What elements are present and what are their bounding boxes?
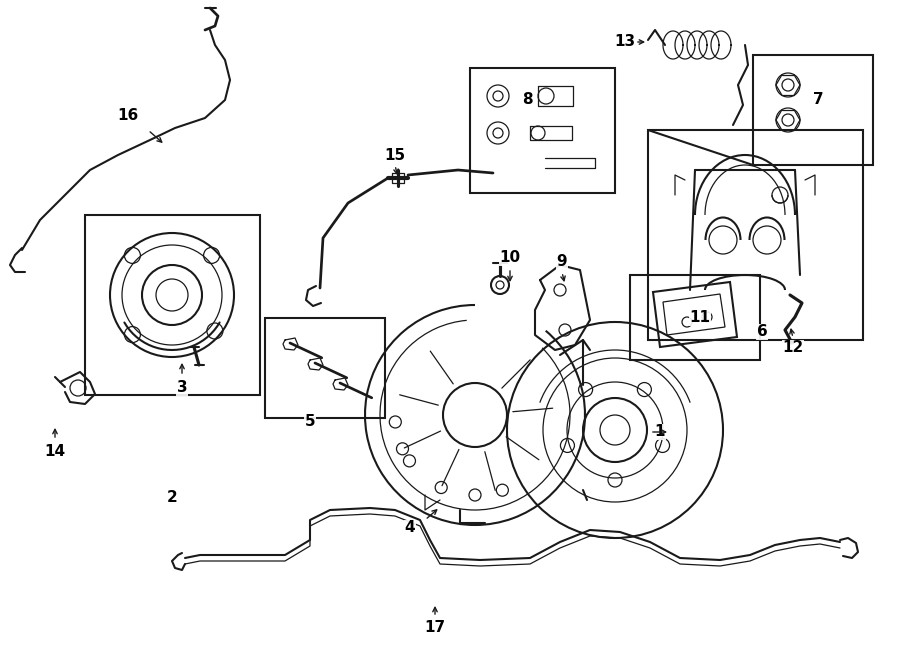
- Text: 14: 14: [44, 444, 66, 459]
- Text: 11: 11: [689, 311, 710, 325]
- Text: 9: 9: [557, 254, 567, 270]
- Bar: [630, 275, 760, 360]
- Text: 10: 10: [500, 251, 520, 266]
- Text: 1: 1: [655, 424, 665, 440]
- Bar: [753, 55, 873, 165]
- Text: 13: 13: [615, 34, 635, 50]
- Text: 2: 2: [166, 490, 177, 506]
- Text: 4: 4: [405, 520, 415, 535]
- Bar: [648, 130, 863, 340]
- Text: 8: 8: [522, 93, 532, 108]
- Text: 12: 12: [782, 340, 804, 356]
- Text: 6: 6: [757, 325, 768, 340]
- Text: 15: 15: [384, 147, 406, 163]
- Text: 3: 3: [176, 381, 187, 395]
- Text: 17: 17: [425, 621, 446, 635]
- Text: 7: 7: [813, 93, 824, 108]
- Bar: [470, 68, 615, 193]
- Bar: [265, 318, 385, 418]
- Bar: [85, 215, 260, 395]
- Text: 5: 5: [305, 414, 315, 430]
- Text: 16: 16: [117, 108, 139, 122]
